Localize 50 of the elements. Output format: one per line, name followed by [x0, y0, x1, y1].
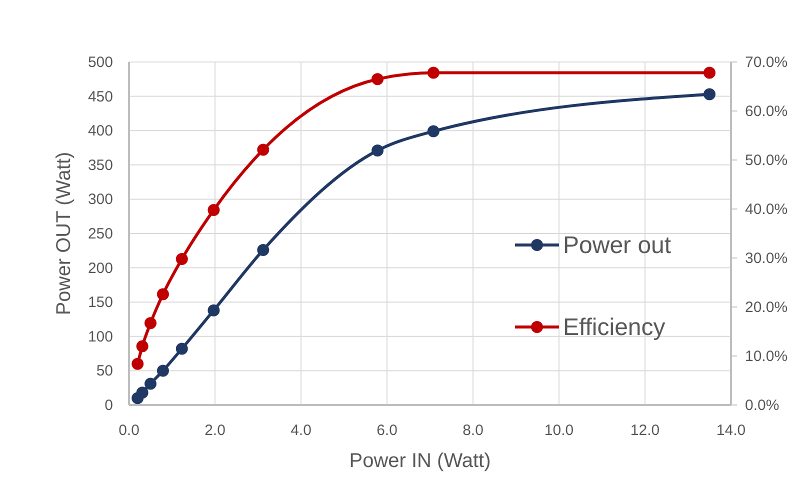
x-tick-label: 2.0	[204, 422, 226, 439]
x-tick-label: 10.0	[544, 422, 574, 439]
point	[372, 73, 384, 86]
y2-tick-label: 30.0%	[745, 250, 788, 267]
point	[372, 144, 384, 156]
point	[208, 204, 220, 216]
y-tick-label: 450	[88, 88, 113, 106]
y2-tick-label: 10.0%	[745, 348, 788, 365]
y-tick-label: 500	[88, 54, 113, 71]
point	[257, 244, 270, 256]
y2-tick-label: 50.0%	[745, 152, 788, 169]
x-tick-label: 6.0	[376, 422, 398, 439]
x-axis-title: Power IN (Watt)	[349, 450, 491, 472]
legend-label: Power out	[563, 232, 672, 259]
y2-tick-label: 0.0%	[745, 397, 780, 414]
y2-tick-label: 60.0%	[745, 103, 788, 120]
point	[257, 144, 270, 156]
y-tick-label: 300	[88, 191, 113, 208]
point	[144, 378, 156, 390]
legend-label: Efficiency	[563, 314, 666, 341]
point	[427, 125, 440, 138]
point	[176, 252, 188, 265]
y-tick-label: 350	[88, 156, 113, 174]
y-tick-label: 150	[88, 294, 113, 312]
point	[176, 342, 188, 355]
x-tick-label: 0.0	[118, 422, 140, 439]
x-tick-label: 8.0	[462, 422, 484, 439]
point	[156, 364, 169, 377]
point	[704, 66, 716, 79]
point	[427, 66, 440, 79]
point	[208, 304, 220, 316]
y-tick-label: 100	[88, 328, 113, 346]
point	[136, 386, 148, 399]
x-tick-label: 12.0	[630, 422, 660, 439]
x-tick-label: 14.0	[716, 422, 746, 439]
y-tick-label: 250	[88, 226, 113, 242]
point	[704, 88, 716, 100]
y-axis-title: Power OUT (Watt)	[53, 152, 75, 316]
y-tick-label: 400	[88, 122, 113, 140]
point	[144, 317, 156, 330]
point	[132, 358, 144, 370]
y-tick-label: 0	[104, 397, 113, 414]
point	[156, 288, 169, 300]
x-tick-label: 4.0	[290, 422, 312, 439]
y-tick-label: 50	[96, 362, 113, 380]
y2-tick-label: 20.0%	[745, 299, 788, 316]
point	[136, 340, 148, 352]
y-tick-label: 200	[88, 260, 113, 277]
y2-tick-label: 40.0%	[745, 201, 788, 218]
y2-tick-label: 70.0%	[745, 54, 788, 71]
